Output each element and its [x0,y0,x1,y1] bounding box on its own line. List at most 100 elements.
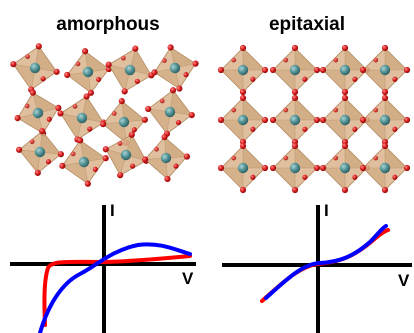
oxygen-atom [70,151,76,157]
octahedron [16,128,64,176]
oxygen-atom [57,151,64,158]
octahedron [217,44,269,96]
central-atom [289,64,301,76]
oxygen-atom [29,139,35,145]
oxygen-atom [359,116,367,124]
oxygen-atom [341,186,349,194]
oxygen-atom [373,107,379,113]
oxygen-atom [10,61,17,68]
oxygen-atom [102,155,109,162]
oxygen-atom [121,88,128,95]
oxygen-atom [183,72,189,78]
oxygen-atom [25,54,31,60]
oxygen-atom [313,116,321,124]
oxygen-atom [87,126,93,132]
amorphous-blue-curve [38,242,192,333]
octahedron [59,137,109,187]
octahedron [359,142,411,194]
oxygen-atom [55,104,62,112]
octahedron [10,43,60,93]
oxygen-atom [381,142,389,150]
oxygen-atom [87,89,95,96]
oxygen-atom [95,76,102,83]
octahedron [14,89,62,137]
oxygen-atom [392,126,398,132]
oxygen-atom [333,107,339,113]
octahedron [319,142,371,194]
central-atom [289,114,301,126]
oxygen-atom [111,111,117,116]
central-atom [76,112,88,124]
oxygen-atom [341,88,349,96]
oxygen-atom [291,186,299,194]
central-atom [34,146,46,158]
oxygen-atom [46,116,52,122]
oxygen-atom [261,116,269,124]
oxygen-atom [132,45,139,52]
oxygen-atom [341,44,349,52]
oxygen-atom [128,131,135,138]
central-atom [124,64,136,76]
central-atom [82,66,94,78]
oxygen-atom [392,76,398,82]
oxygen-atom [102,146,109,153]
oxygen-atom [302,126,308,132]
central-atom [339,114,351,126]
oxygen-atom [29,89,37,96]
oxygen-atom [359,164,367,172]
central-atom [379,162,391,174]
central-atom [379,64,391,76]
oxygen-atom [24,103,30,109]
oxygen-atom [72,103,78,109]
oxygen-atom [291,44,299,52]
oxygen-atom [381,88,389,96]
octahedron [269,94,321,146]
oxygen-atom [319,164,327,172]
central-atom [237,64,249,76]
oxygen-atom [359,66,367,74]
amorphous-iv-plot: I V [10,201,196,333]
central-atom [237,162,249,174]
oxygen-atom [16,146,23,153]
oxygen-atom [250,76,256,82]
oxygen-atom [352,126,358,132]
oxygen-atom [313,164,321,172]
amorphous-x-label: V [182,269,194,288]
oxygen-atom [53,68,60,75]
oxygen-atom [45,159,52,165]
oxygen-atom [77,137,84,144]
oxygen-atom [239,94,247,102]
oxygen-atom [217,164,225,172]
oxygen-atom [403,164,411,172]
central-atom [120,149,132,161]
central-atom [289,162,301,174]
oxygen-atom [373,57,379,63]
oxygen-atom [81,48,89,55]
oxygen-atom [381,44,389,52]
oxygen-atom [151,69,158,76]
oxygen-atom [352,174,358,180]
oxygen-atom [57,110,64,117]
amorphous-y-label: I [110,201,115,220]
amorphous-red-curve [42,254,192,327]
central-atom [169,62,181,74]
octahedron [64,48,112,96]
oxygen-atom [159,98,165,104]
oxygen-atom [319,66,327,74]
amorphous-title: amorphous [56,14,159,35]
oxygen-atom [261,66,269,74]
oxygen-atom [141,156,149,163]
oxygen-atom [39,128,46,135]
oxygen-atom [217,66,225,74]
central-atom [29,62,41,74]
oxygen-atom [373,155,379,161]
oxygen-atom [92,166,98,172]
oxygen-atom [250,126,256,132]
oxygen-atom [217,116,225,124]
octahedron [319,94,371,146]
oxygen-atom [392,174,398,180]
central-atom [160,152,172,164]
oxygen-atom [352,76,358,82]
oxygen-atom [75,61,81,67]
